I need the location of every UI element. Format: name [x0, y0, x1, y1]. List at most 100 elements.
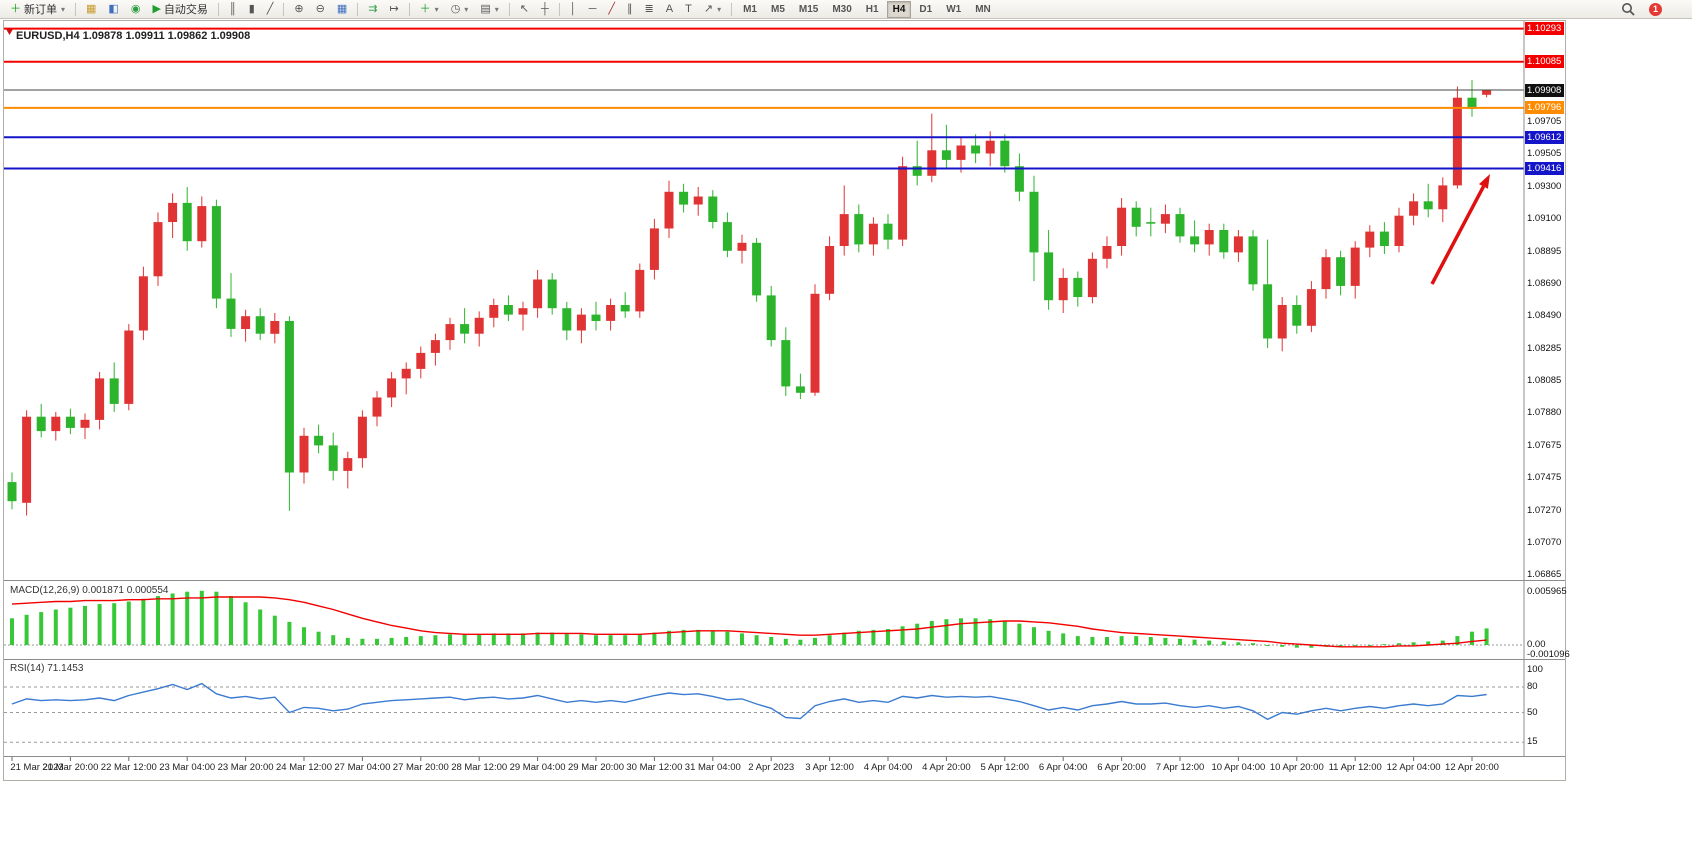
- macd-histogram-bar: [345, 637, 350, 645]
- text-label-button[interactable]: T: [680, 1, 697, 18]
- macd-histogram-bar: [1207, 640, 1212, 645]
- timeframe-mn-button-label: MN: [975, 3, 991, 15]
- tile-windows-button[interactable]: ▦: [332, 1, 352, 18]
- timeframe-m15-button[interactable]: M15: [793, 1, 824, 18]
- periods-button[interactable]: ◷ ▾: [446, 1, 474, 18]
- candle-body: [445, 324, 455, 341]
- macd-histogram-bar: [1046, 630, 1051, 645]
- price-axis[interactable]: [1524, 21, 1565, 757]
- candle-body: [985, 140, 995, 154]
- macd-histogram-bar: [696, 629, 701, 645]
- candle-body: [766, 295, 776, 341]
- vertical-line-button[interactable]: │: [565, 1, 582, 18]
- candle-body: [693, 196, 703, 205]
- time-axis-label: 24 Mar 12:00: [276, 762, 332, 773]
- timeframe-h4-button[interactable]: H4: [886, 0, 912, 18]
- timeframe-m1-button[interactable]: M1: [737, 1, 763, 18]
- candle-body: [912, 166, 922, 176]
- candle-body: [1365, 231, 1375, 248]
- candle-body: [927, 150, 937, 176]
- candle-body: [1204, 230, 1214, 245]
- macd-histogram-bar: [667, 630, 671, 645]
- annotation-arrow-head[interactable]: [1479, 174, 1490, 189]
- candle-body: [1102, 246, 1112, 259]
- macd-histogram-bar: [1411, 642, 1416, 645]
- candle-body: [620, 305, 630, 312]
- candle-body: [460, 324, 470, 334]
- magnifier-glyph: [1622, 3, 1635, 16]
- timeframe-m15-button-label: M15: [798, 3, 819, 15]
- candle-body: [941, 150, 951, 160]
- text-button[interactable]: A: [661, 1, 678, 18]
- macd-histogram-bar: [915, 623, 920, 645]
- macd-histogram-bar: [360, 638, 365, 645]
- chart-title: EURUSD,H4 1.09878 1.09911 1.09862 1.0990…: [16, 30, 251, 42]
- candle-body: [1190, 236, 1200, 245]
- market-watch-icon: ▦: [86, 2, 97, 15]
- autotrading-button[interactable]: ▶ 自动交易: [147, 1, 212, 18]
- timeframe-w1-button[interactable]: W1: [940, 1, 967, 18]
- data-window-button[interactable]: ◧: [103, 1, 123, 18]
- toolbar: ＋新订单 ▾ ▦ ◧ ◉ ▶ 自动交易 ║ ▮ ╱ ⊕ ⊖ ▦ ⇉ ↦ ＋ ▾ ◷ ▾ ▤ ▾ ↖ ┼ │ ─ ╱ ∥ ≣ A T ↗ ▾ M1…: [0, 0, 1692, 19]
- timeframe-d1-button[interactable]: D1: [913, 1, 938, 18]
- candle-body: [430, 340, 440, 353]
- time-axis-label: 12 Apr 04:00: [1386, 762, 1441, 773]
- auto-scroll-button[interactable]: ⇉: [363, 1, 382, 18]
- navigator-button[interactable]: ◉: [126, 1, 146, 18]
- time-axis[interactable]: [4, 757, 1524, 780]
- timeframe-m30-button[interactable]: M30: [826, 1, 857, 18]
- macd-histogram-bar: [652, 632, 657, 645]
- candle-body: [372, 397, 382, 417]
- candle-body: [883, 223, 893, 240]
- macd-histogram-bar: [83, 605, 87, 645]
- macd-axis-label: 0.00: [1527, 639, 1546, 650]
- time-axis-label: 29 Mar 20:00: [568, 762, 624, 773]
- macd-histogram-bar: [199, 590, 204, 645]
- cursor-button[interactable]: ↖: [515, 1, 534, 18]
- channel-button[interactable]: ∥: [622, 1, 638, 18]
- macd-histogram-bar: [1134, 636, 1139, 645]
- new-order-button[interactable]: ＋新订单 ▾: [5, 1, 70, 18]
- templates-button[interactable]: ▤ ▾: [475, 1, 503, 18]
- chart-window: [3, 20, 1566, 781]
- indicators-button[interactable]: ＋ ▾: [415, 1, 444, 18]
- crosshair-button[interactable]: ┼: [536, 1, 554, 18]
- zoom-in-button[interactable]: ⊕: [289, 1, 308, 18]
- candle-body: [547, 279, 557, 309]
- macd-histogram-bar: [1178, 638, 1182, 645]
- macd-histogram-bar: [243, 602, 248, 645]
- arrows-button[interactable]: ↗ ▾: [699, 1, 726, 18]
- candle-body: [1160, 214, 1170, 224]
- macd-histogram-bar: [1090, 637, 1095, 645]
- candlestick-chart-button[interactable]: ▮: [244, 1, 260, 18]
- search-icon[interactable]: [1621, 2, 1635, 16]
- candle-body: [401, 368, 411, 379]
- annotation-arrow-shaft[interactable]: [1430, 185, 1486, 285]
- timeframe-h1-button[interactable]: H1: [860, 1, 885, 18]
- macd-histogram-bar: [39, 612, 44, 645]
- macd-histogram-bar: [1455, 636, 1460, 645]
- timeframe-mn-button[interactable]: MN: [969, 1, 997, 18]
- trendline-button[interactable]: ╱: [603, 1, 620, 18]
- timeframe-m5-button-label: M5: [770, 3, 785, 15]
- fibonacci-button[interactable]: ≣: [640, 1, 659, 18]
- macd-histogram-bar: [1002, 621, 1007, 645]
- candle-body: [1336, 257, 1346, 286]
- timeframe-m1-button-label: M1: [743, 3, 757, 15]
- chart-shift-button[interactable]: ↦: [384, 1, 403, 18]
- market-watch-button[interactable]: ▦: [81, 1, 101, 18]
- macd-histogram-bar: [68, 607, 73, 645]
- zoom-out-button[interactable]: ⊖: [311, 1, 330, 18]
- notifications-badge[interactable]: 1: [1649, 2, 1662, 16]
- price-axis-label: 1.07675: [1527, 440, 1562, 452]
- horizontal-line-button[interactable]: ─: [584, 1, 602, 18]
- macd-histogram-bar: [506, 633, 511, 645]
- timeframe-m5-button[interactable]: M5: [765, 1, 791, 18]
- line-chart-button[interactable]: ╱: [262, 1, 279, 18]
- dropdown-caret-icon: ▾: [464, 4, 469, 14]
- time-axis-label: 28 Mar 12:00: [451, 762, 508, 773]
- macd-histogram-bar: [637, 634, 642, 645]
- macd-histogram-bar: [331, 635, 336, 645]
- bar-chart-button[interactable]: ║: [224, 1, 242, 18]
